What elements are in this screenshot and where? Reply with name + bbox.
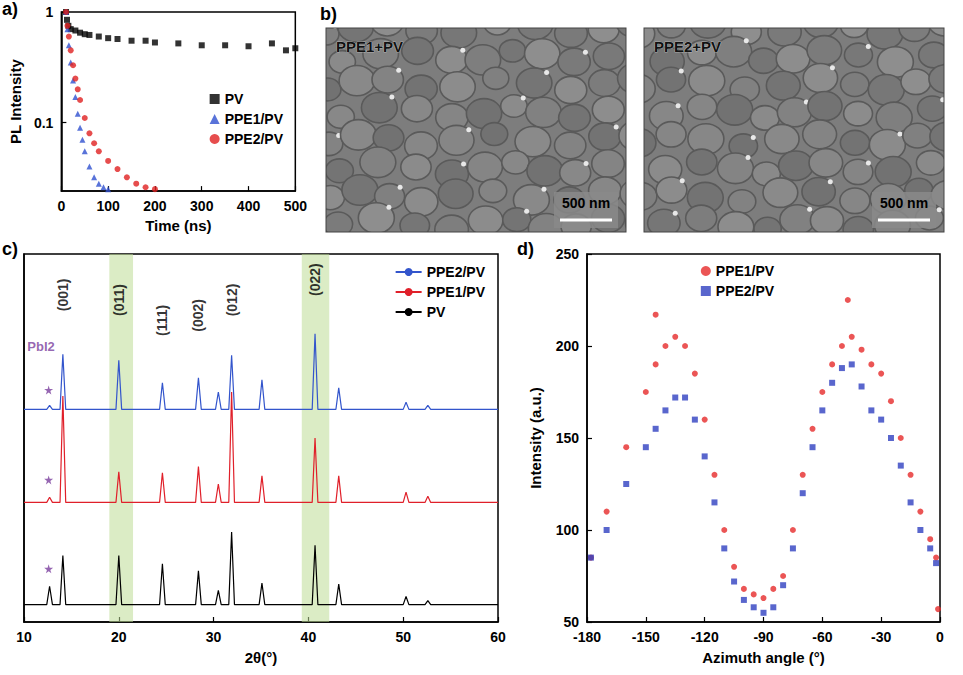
svg-text:(002): (002) [190, 299, 206, 332]
svg-text:0.1: 0.1 [34, 115, 54, 131]
svg-text:-60: -60 [812, 629, 832, 645]
svg-text:PPE2/PV: PPE2/PV [716, 283, 775, 299]
svg-text:PV: PV [225, 91, 244, 107]
svg-text:2θ(°): 2θ(°) [245, 649, 277, 666]
svg-text:-30: -30 [871, 629, 891, 645]
svg-text:250: 250 [556, 246, 580, 262]
svg-text:20: 20 [111, 629, 127, 645]
svg-text:500 nm: 500 nm [562, 195, 610, 211]
svg-text:(001): (001) [55, 279, 71, 312]
svg-text:-150: -150 [632, 629, 660, 645]
svg-text:100: 100 [556, 522, 580, 538]
svg-text:0: 0 [936, 629, 944, 645]
svg-text:a): a) [2, 0, 18, 19]
svg-text:-180: -180 [573, 629, 601, 645]
svg-text:d): d) [517, 240, 534, 259]
svg-text:300: 300 [190, 198, 214, 214]
svg-text:(111): (111) [154, 305, 170, 336]
svg-text:(012): (012) [224, 284, 240, 317]
svg-text:PbI2: PbI2 [27, 339, 54, 354]
svg-text:-120: -120 [691, 629, 719, 645]
svg-text:50: 50 [395, 629, 411, 645]
svg-text:100: 100 [96, 198, 120, 214]
svg-text:40: 40 [301, 629, 317, 645]
svg-text:1: 1 [46, 4, 54, 20]
svg-text:PPE2/PV: PPE2/PV [427, 264, 486, 280]
svg-text:PPE1/PV: PPE1/PV [225, 111, 284, 127]
svg-text:50: 50 [563, 614, 579, 630]
svg-text:30: 30 [206, 629, 222, 645]
svg-text:PPE2/PV: PPE2/PV [225, 131, 284, 147]
svg-text:c): c) [2, 240, 18, 259]
svg-text:150: 150 [556, 430, 580, 446]
svg-text:PPE1/PV: PPE1/PV [427, 284, 486, 300]
svg-text:60: 60 [490, 629, 506, 645]
svg-text:-90: -90 [753, 629, 773, 645]
svg-text:200: 200 [143, 198, 167, 214]
svg-text:500: 500 [284, 198, 308, 214]
svg-text:(022): (022) [307, 263, 323, 296]
svg-text:Intensity (a.u.): Intensity (a.u.) [527, 387, 544, 489]
svg-text:500 nm: 500 nm [880, 195, 928, 211]
svg-text:PPE1/PV: PPE1/PV [716, 263, 775, 279]
svg-text:Time (ns): Time (ns) [145, 217, 211, 234]
svg-text:400: 400 [237, 198, 261, 214]
svg-text:b): b) [320, 4, 337, 24]
svg-text:PPE2+PV: PPE2+PV [654, 38, 721, 55]
svg-text:PV: PV [427, 304, 446, 320]
svg-text:10: 10 [16, 629, 32, 645]
svg-text:PL Intensity: PL Intensity [7, 59, 24, 144]
svg-text:200: 200 [556, 338, 580, 354]
svg-text:(011): (011) [111, 284, 127, 316]
svg-text:Azimuth angle (°): Azimuth angle (°) [702, 649, 825, 666]
svg-text:PPE1+PV: PPE1+PV [336, 38, 403, 55]
svg-text:0: 0 [57, 198, 65, 214]
